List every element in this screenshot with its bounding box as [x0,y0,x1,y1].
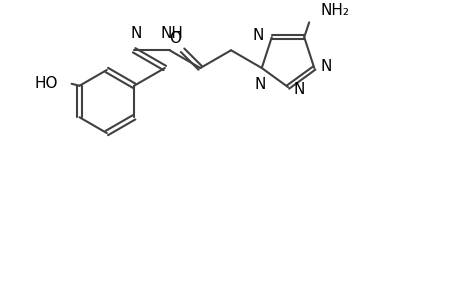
Text: O: O [168,31,180,46]
Text: N: N [293,82,305,97]
Text: NH: NH [160,26,183,41]
Text: N: N [252,28,263,43]
Text: N: N [253,77,265,92]
Text: N: N [319,58,331,74]
Text: N: N [130,26,141,41]
Text: HO: HO [34,76,58,91]
Text: NH₂: NH₂ [319,3,348,18]
